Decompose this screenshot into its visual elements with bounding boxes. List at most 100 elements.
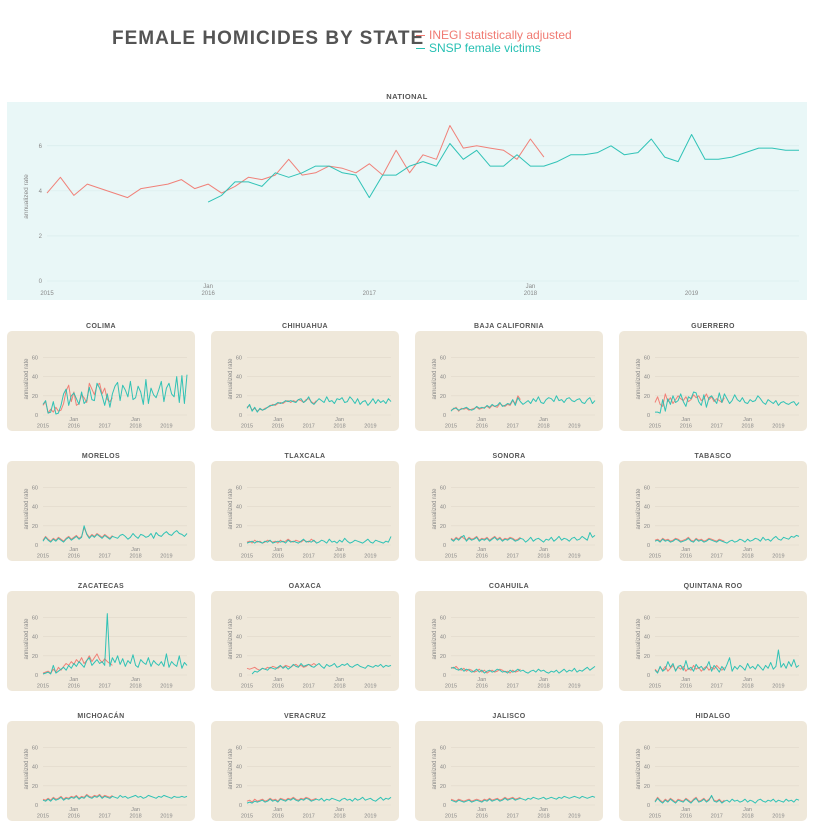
x-tick-label: 2015 xyxy=(649,424,661,430)
y-tick-label: 20 xyxy=(440,524,446,530)
y-tick-label: 20 xyxy=(440,654,446,660)
series-line-inegi xyxy=(42,527,113,542)
y-tick-label: 20 xyxy=(236,654,242,660)
x-tick-label: Jan xyxy=(539,547,548,553)
x-tick-label: 2017 xyxy=(99,554,111,560)
y-axis-label: annualized rate xyxy=(432,488,438,530)
series-line-inegi xyxy=(450,535,521,541)
panel-title: GUERRERO xyxy=(691,323,735,330)
series-line-snsp xyxy=(251,663,392,675)
panel-background xyxy=(7,102,807,300)
y-tick-label: 40 xyxy=(236,375,242,381)
y-tick-label: 20 xyxy=(236,784,242,790)
x-tick-label: 2017 xyxy=(711,554,723,560)
y-axis-label: annualized rate xyxy=(228,618,234,660)
panel-title: MORELOS xyxy=(82,453,120,460)
x-tick-label: 2019 xyxy=(568,554,580,560)
series-line-snsp xyxy=(654,534,800,544)
y-tick-label: 40 xyxy=(32,765,38,771)
x-tick-label: 2017 xyxy=(507,684,519,690)
panel-title: VERACRUZ xyxy=(284,713,326,720)
y-tick-label: 40 xyxy=(644,765,650,771)
legend-item-inegi[interactable]: INEGI statistically adjusted xyxy=(416,29,572,42)
x-tick-label: 2018 xyxy=(333,554,345,560)
x-tick-label: 2015 xyxy=(40,291,54,297)
y-tick-label: 0 xyxy=(39,279,43,285)
x-tick-label: 2017 xyxy=(99,424,111,430)
x-tick-label: 2019 xyxy=(160,554,172,560)
y-tick-label: 0 xyxy=(647,803,650,809)
x-tick-label: Jan xyxy=(335,547,344,553)
y-tick-label: 0 xyxy=(443,543,446,549)
x-tick-label: 2015 xyxy=(37,554,49,560)
series-line-inegi xyxy=(42,793,113,801)
x-tick-label: Jan xyxy=(477,547,486,553)
panel-background xyxy=(619,461,807,561)
x-tick-label: 2018 xyxy=(741,684,753,690)
x-tick-label: Jan xyxy=(477,677,486,683)
y-tick-label: 20 xyxy=(32,394,38,400)
x-tick-label: 2015 xyxy=(241,424,253,430)
panel-title: TABASCO xyxy=(695,453,732,460)
y-tick-label: 0 xyxy=(443,413,446,419)
x-tick-label: Jan xyxy=(681,677,690,683)
x-tick-label: 2018 xyxy=(741,814,753,820)
x-tick-label: 2015 xyxy=(241,554,253,560)
y-tick-label: 60 xyxy=(644,615,650,621)
y-tick-label: 40 xyxy=(440,375,446,381)
x-tick-label: 2019 xyxy=(568,684,580,690)
y-axis-label: annualized rate xyxy=(636,618,642,660)
x-tick-label: 2017 xyxy=(711,814,723,820)
legend-item-snsp[interactable]: SNSP female victims xyxy=(416,42,572,55)
panel-title: ZACATECAS xyxy=(78,583,124,590)
y-axis-label: annualized rate xyxy=(432,358,438,400)
x-tick-label: 2017 xyxy=(303,554,315,560)
series-line-snsp xyxy=(450,795,596,803)
legend: INEGI statistically adjusted SNSP female… xyxy=(416,29,572,55)
x-tick-label: Jan xyxy=(273,547,282,553)
x-tick-label: 2017 xyxy=(99,684,111,690)
x-tick-label: 2018 xyxy=(537,424,549,430)
y-axis-label: annualized rate xyxy=(432,618,438,660)
series-line-snsp xyxy=(450,532,596,543)
x-tick-label: 2018 xyxy=(129,424,141,430)
y-tick-label: 60 xyxy=(440,615,446,621)
x-tick-label: 2018 xyxy=(129,684,141,690)
y-tick-label: 40 xyxy=(32,635,38,641)
x-tick-label: 2019 xyxy=(364,814,376,820)
x-tick-label: Jan xyxy=(131,807,140,813)
x-tick-label: 2017 xyxy=(303,424,315,430)
x-tick-label: 2019 xyxy=(772,814,784,820)
x-tick-label: 2019 xyxy=(364,554,376,560)
y-tick-label: 20 xyxy=(236,524,242,530)
series-line-inegi xyxy=(450,796,521,802)
x-tick-label: 2018 xyxy=(741,554,753,560)
x-tick-label: 2016 xyxy=(680,554,692,560)
x-tick-label: 2018 xyxy=(537,814,549,820)
panel-title: COLIMA xyxy=(86,323,116,330)
y-tick-label: 0 xyxy=(239,413,242,419)
x-tick-label: Jan xyxy=(131,417,140,423)
y-tick-label: 20 xyxy=(644,654,650,660)
x-tick-label: 2018 xyxy=(333,424,345,430)
y-tick-label: 60 xyxy=(644,355,650,361)
panel-background xyxy=(7,461,195,561)
x-tick-label: Jan xyxy=(273,807,282,813)
y-tick-label: 40 xyxy=(236,635,242,641)
y-tick-label: 60 xyxy=(644,745,650,751)
series-line-snsp xyxy=(207,134,799,203)
y-tick-label: 40 xyxy=(32,505,38,511)
x-tick-label: 2015 xyxy=(241,814,253,820)
panel-background xyxy=(415,331,603,431)
x-tick-label: Jan xyxy=(743,547,752,553)
y-tick-label: 60 xyxy=(32,485,38,491)
y-tick-label: 0 xyxy=(443,803,446,809)
x-tick-label: 2017 xyxy=(711,684,723,690)
x-tick-label: 2019 xyxy=(364,684,376,690)
x-tick-label: Jan xyxy=(69,417,78,423)
